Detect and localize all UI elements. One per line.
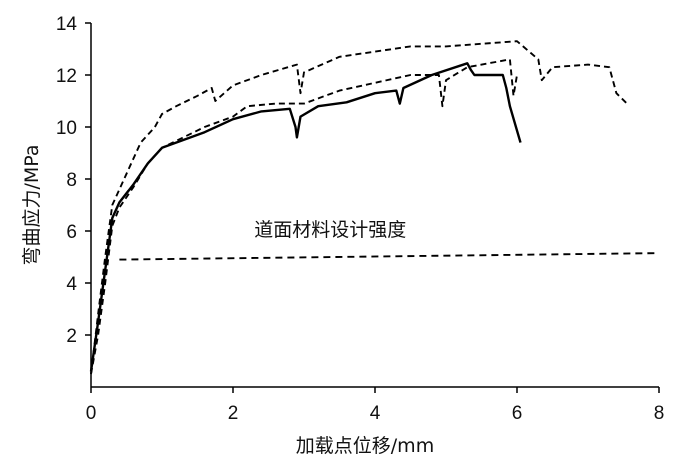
x-tick-label: 6 — [512, 403, 523, 424]
y-tick-label: 14 — [56, 14, 78, 35]
series-line-3 — [90, 40, 628, 375]
x-tick-label: 2 — [228, 403, 239, 424]
x-tick-label: 4 — [370, 403, 381, 424]
y-axis-title: 弯曲应力/MPa — [21, 144, 43, 265]
x-tick-label: 8 — [654, 403, 665, 424]
x-axis: 0 2 4 6 8 — [86, 386, 665, 424]
design-strength-annotation: 道面材料设计强度 — [254, 219, 406, 241]
y-tick-label: 2 — [66, 326, 77, 347]
y-tick-label: 8 — [66, 170, 77, 191]
design-strength-line — [119, 252, 660, 261]
x-axis-title: 加载点位移/mm — [296, 435, 434, 457]
y-tick-label: 6 — [66, 222, 77, 243]
x-tick-label: 0 — [86, 403, 97, 424]
y-tick-label: 10 — [56, 118, 77, 139]
series-layer — [89, 40, 660, 375]
y-axis: 2 4 6 8 10 12 14 — [56, 14, 92, 387]
y-tick-label: 12 — [56, 66, 77, 87]
series-line-2 — [90, 58, 518, 375]
y-tick-label: 4 — [66, 274, 77, 295]
series-line-1 — [89, 62, 522, 372]
